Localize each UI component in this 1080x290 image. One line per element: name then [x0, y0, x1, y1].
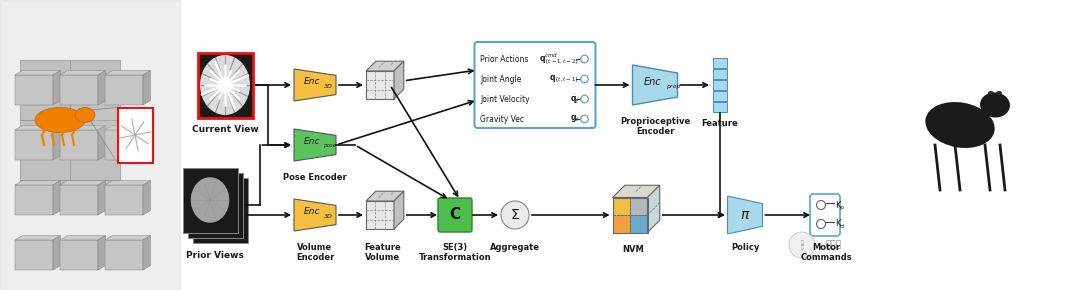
- Text: Pose Encoder: Pose Encoder: [283, 173, 347, 182]
- Text: 3D: 3D: [324, 213, 333, 218]
- Polygon shape: [98, 235, 106, 270]
- Circle shape: [501, 201, 529, 229]
- Polygon shape: [60, 126, 106, 130]
- Text: 新智元: 新智元: [825, 240, 841, 249]
- FancyBboxPatch shape: [105, 130, 143, 160]
- FancyBboxPatch shape: [60, 185, 98, 215]
- Ellipse shape: [926, 102, 995, 148]
- FancyBboxPatch shape: [105, 240, 143, 270]
- Text: Enc: Enc: [303, 208, 321, 217]
- FancyBboxPatch shape: [630, 215, 648, 233]
- Text: Policy: Policy: [731, 243, 759, 252]
- Polygon shape: [15, 180, 60, 185]
- Circle shape: [581, 95, 589, 103]
- FancyBboxPatch shape: [15, 130, 53, 160]
- FancyBboxPatch shape: [21, 120, 70, 150]
- FancyBboxPatch shape: [70, 90, 120, 120]
- Polygon shape: [366, 191, 404, 201]
- FancyBboxPatch shape: [474, 42, 595, 128]
- Text: Motor
Commands: Motor Commands: [800, 243, 852, 262]
- FancyBboxPatch shape: [366, 71, 394, 99]
- Polygon shape: [612, 185, 660, 197]
- Text: Prior Views: Prior Views: [186, 251, 244, 260]
- FancyBboxPatch shape: [438, 198, 472, 232]
- FancyBboxPatch shape: [198, 52, 253, 117]
- Circle shape: [581, 115, 589, 123]
- FancyBboxPatch shape: [60, 240, 98, 270]
- Polygon shape: [648, 185, 660, 233]
- FancyBboxPatch shape: [188, 173, 243, 238]
- Polygon shape: [105, 180, 150, 185]
- Polygon shape: [53, 180, 60, 215]
- Ellipse shape: [195, 182, 234, 228]
- Polygon shape: [366, 61, 404, 71]
- FancyBboxPatch shape: [810, 194, 840, 236]
- Text: $\mathbf{C}$: $\mathbf{C}$: [449, 206, 461, 222]
- FancyBboxPatch shape: [118, 108, 152, 162]
- Text: $\dot{\mathbf{q}}_t$: $\dot{\mathbf{q}}_t$: [569, 92, 580, 106]
- Polygon shape: [294, 69, 336, 101]
- Polygon shape: [728, 196, 762, 234]
- Polygon shape: [105, 70, 150, 75]
- Polygon shape: [53, 235, 60, 270]
- Polygon shape: [15, 235, 60, 240]
- Text: $\Sigma$: $\Sigma$: [510, 208, 519, 222]
- Text: Enc: Enc: [303, 77, 321, 86]
- Text: $\mathbf{q}_{\{t,t-1\}}$: $\mathbf{q}_{\{t,t-1\}}$: [549, 74, 580, 84]
- Polygon shape: [53, 70, 60, 105]
- Ellipse shape: [988, 91, 994, 95]
- Ellipse shape: [980, 93, 1010, 117]
- Polygon shape: [105, 235, 150, 240]
- Circle shape: [816, 200, 825, 209]
- Ellipse shape: [125, 125, 145, 145]
- Text: Proprioceptive
Encoder: Proprioceptive Encoder: [620, 117, 690, 136]
- Text: Volume
Encoder: Volume Encoder: [296, 243, 334, 262]
- Polygon shape: [394, 191, 404, 229]
- Circle shape: [581, 75, 589, 83]
- Text: prop: prop: [666, 84, 680, 89]
- Text: Feature
Volume: Feature Volume: [365, 243, 402, 262]
- Text: $\mathbf{g}_t$: $\mathbf{g}_t$: [569, 113, 580, 124]
- Text: 3D: 3D: [324, 84, 333, 88]
- Text: 新
智: 新 智: [800, 240, 804, 250]
- Text: $\pi$: $\pi$: [740, 208, 751, 222]
- Text: d: d: [839, 224, 843, 229]
- Polygon shape: [0, 0, 180, 290]
- Polygon shape: [143, 70, 150, 105]
- Polygon shape: [143, 126, 150, 160]
- Text: Gravity Vec: Gravity Vec: [481, 115, 525, 124]
- FancyBboxPatch shape: [60, 130, 98, 160]
- FancyBboxPatch shape: [713, 80, 727, 90]
- Polygon shape: [98, 180, 106, 215]
- FancyBboxPatch shape: [21, 90, 70, 120]
- FancyBboxPatch shape: [713, 102, 727, 112]
- FancyBboxPatch shape: [15, 185, 53, 215]
- Ellipse shape: [191, 177, 229, 223]
- FancyBboxPatch shape: [15, 240, 53, 270]
- Text: Joint Angle: Joint Angle: [481, 75, 522, 84]
- Ellipse shape: [996, 91, 1002, 95]
- Polygon shape: [98, 70, 106, 105]
- Ellipse shape: [201, 187, 240, 233]
- FancyBboxPatch shape: [105, 185, 143, 215]
- FancyBboxPatch shape: [70, 120, 120, 150]
- Polygon shape: [15, 126, 60, 130]
- FancyBboxPatch shape: [21, 150, 70, 180]
- FancyBboxPatch shape: [60, 75, 98, 105]
- FancyBboxPatch shape: [612, 197, 630, 215]
- Polygon shape: [394, 61, 404, 99]
- Polygon shape: [633, 65, 677, 105]
- Polygon shape: [105, 126, 150, 130]
- Circle shape: [789, 232, 815, 258]
- Polygon shape: [90, 108, 118, 162]
- Text: SE(3)
Transformation: SE(3) Transformation: [419, 243, 491, 262]
- Polygon shape: [60, 180, 106, 185]
- Circle shape: [816, 220, 825, 229]
- FancyBboxPatch shape: [713, 69, 727, 79]
- Polygon shape: [53, 126, 60, 160]
- Polygon shape: [294, 129, 336, 161]
- Polygon shape: [60, 235, 106, 240]
- FancyBboxPatch shape: [15, 75, 53, 105]
- Text: K: K: [835, 220, 840, 229]
- Ellipse shape: [217, 77, 232, 93]
